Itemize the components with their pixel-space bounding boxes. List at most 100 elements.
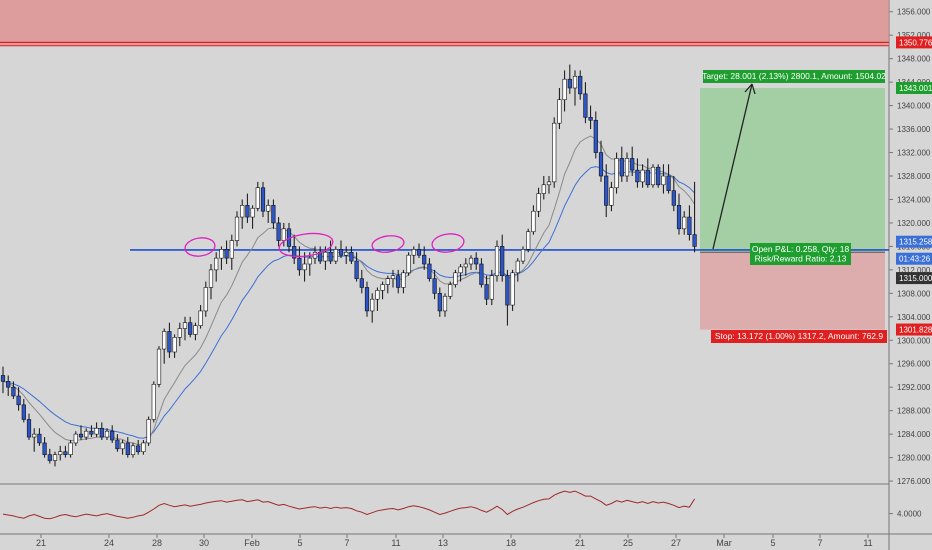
candle-body-up [624,158,630,177]
candle [276,217,281,247]
candle [416,243,422,259]
candle [505,269,510,326]
candle-body-down [676,205,682,230]
candle-body-up [526,231,531,250]
price-tick-label: 1300.000 [897,336,931,345]
candle-body-down [645,169,650,186]
candle-body-up [146,419,151,444]
resistance-price-label-text: 1350.776 [899,38,932,47]
candle [380,281,385,300]
candle [552,117,557,188]
candle-body-up [193,325,198,335]
candle-body-up [661,175,666,186]
price-tick-label: 1288.000 [897,407,931,416]
candle-body-down [136,445,141,453]
candle [635,158,640,188]
candle-body-up [162,331,167,350]
candle-body-up [208,269,214,288]
candle-body-up [104,430,110,438]
candle [666,164,671,194]
candle [47,448,52,464]
candle [468,255,474,270]
candle [146,416,151,446]
price-tick-label: 1340.000 [897,102,931,111]
stop-price-label-box [896,323,932,336]
target-annotation-box [703,70,885,83]
candle [676,193,682,235]
candle [333,246,338,264]
stop-annotation-box [711,330,887,343]
position-annotations: Target: 28.001 (2.13%) 2800.1, Amount: 1… [702,70,887,343]
candle-body-down [505,275,510,306]
candles[interactable] [0,64,697,467]
stop-annotation: Stop: 13.172 (1.00%) 1317.2, Amount: 762… [711,330,887,343]
pnl-annotation-text: Risk/Reward Ratio: 2.13 [755,254,847,264]
stop-price-label-text: 1301.828 [899,326,932,335]
candle [16,387,21,411]
candle [630,146,635,176]
candle-body-up [198,310,203,326]
candle [271,199,276,229]
candle [510,269,515,311]
current-price-label-text: 1315.258 [899,238,932,247]
time-tick-label: 7 [344,538,349,548]
candle [479,258,484,288]
time-axis[interactable]: 21 24 28 30 Feb 5 7 11 13 18 21 25 27 Mar 5 7 11 [36,534,873,548]
candle [245,193,250,223]
candle-body-up [73,433,78,444]
candle-body-up [390,275,396,279]
candle [162,328,167,364]
candle [619,146,624,182]
candle-body-down [349,251,354,262]
candle-body-down [11,386,16,397]
candle-body-down [271,205,276,224]
time-tick-label: 5 [770,538,775,548]
candle-body-down [99,427,104,438]
candle [89,425,94,438]
candle-body-up [281,228,286,241]
candle-body-up [650,166,656,186]
candle-body-down [37,433,42,444]
candle-body-down [692,234,697,247]
current-price-label-box [896,235,932,248]
stop-zone [700,252,885,330]
candle [120,440,125,455]
candle [604,164,609,218]
candle-body-up [141,442,146,453]
candle [68,440,73,458]
candle-body-up [640,169,645,183]
price-tick-label: 1320.000 [897,219,931,228]
candle [208,264,214,300]
candle-body-up [229,240,234,259]
candle [136,440,141,455]
candle-body-up [58,451,63,455]
candle-body-down [593,119,598,153]
candle [63,445,68,458]
candle-body-down [115,439,120,450]
target-price-label-text: 1343.001 [899,84,932,93]
price-tick-label: 1332.000 [897,149,931,158]
candle [390,269,396,288]
candle [266,199,271,223]
candle-body-down [276,222,281,241]
highlight-circle [184,237,216,257]
candle-body-up [302,263,307,271]
candle [188,316,193,338]
candle-body-down [656,166,661,186]
candle [541,176,546,200]
candle-body-down [328,251,333,262]
candle [26,413,32,440]
candle-body-down [635,169,640,183]
price-tick-label: 1324.000 [897,195,931,204]
candle [598,140,604,182]
candle [515,258,520,282]
candle [526,228,531,253]
zones [0,0,889,330]
candle-body-up [172,337,177,353]
candle [458,264,463,282]
target-price-label: 1343.001 [896,81,932,94]
price-axis[interactable]: 1356.0001352.0001348.0001344.0001340.000… [889,8,931,486]
candle-body-down [16,395,21,406]
